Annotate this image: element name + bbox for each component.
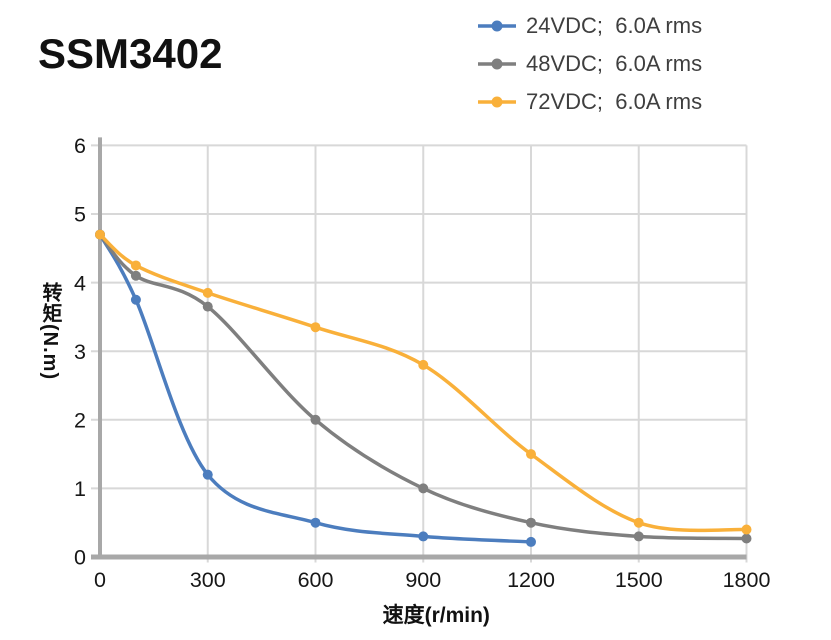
series-marker-2	[202, 287, 213, 298]
legend-label-24vdc: 24VDC; 6.0A rms	[526, 13, 703, 38]
legend: 24VDC; 6.0A rms 48VDC; 6.0A rms 72VDC; 6…	[477, 12, 702, 115]
series-marker-2	[741, 524, 752, 535]
series-marker-1	[202, 301, 213, 312]
x-tick-label: 1800	[723, 568, 771, 592]
page-title: SSM3402	[38, 30, 223, 77]
y-tick-label: 1	[74, 477, 86, 501]
series-marker-0	[526, 536, 536, 547]
y-tick-label: 2	[74, 409, 86, 433]
legend-line-dot-icon	[478, 58, 516, 69]
series-marker-2	[95, 229, 105, 240]
series-marker-1	[310, 414, 321, 425]
x-tick-label: 1500	[615, 568, 663, 592]
series-marker-1	[741, 533, 752, 544]
y-tick-label: 5	[74, 203, 86, 227]
series-marker-2	[633, 517, 644, 528]
legend-item-48vdc: 48VDC; 6.0A rms	[477, 50, 702, 77]
y-axis-title: 转矩(N.m)	[39, 282, 61, 381]
series-marker-1	[130, 270, 141, 281]
series-marker-0	[202, 469, 213, 480]
y-tick-label: 3	[74, 340, 86, 364]
legend-line-dot-icon	[478, 20, 516, 31]
series-marker-2	[526, 449, 536, 460]
series-marker-2	[310, 322, 321, 333]
y-tick-label: 0	[74, 546, 86, 570]
series-marker-1	[418, 483, 429, 494]
legend-label-48vdc: 48VDC; 6.0A rms	[526, 51, 703, 76]
x-tick-label: 600	[298, 568, 334, 592]
series-line-1	[98, 232, 749, 541]
y-tick-label: 4	[74, 271, 86, 295]
series-marker-1	[633, 531, 644, 542]
y-tick-label: 6	[74, 134, 86, 158]
x-tick-label: 300	[190, 568, 226, 592]
series-line-2	[98, 232, 749, 533]
legend-line-dot-icon	[478, 96, 516, 107]
series-marker-0	[130, 294, 141, 305]
series-marker-0	[310, 517, 321, 528]
x-tick-label: 1200	[507, 568, 555, 592]
series-marker-1	[526, 517, 536, 528]
legend-label-72vdc: 72VDC; 6.0A rms	[526, 89, 703, 114]
series-marker-0	[418, 531, 429, 542]
x-axis-title: 速度(r/min)	[383, 603, 490, 627]
x-tick-label: 900	[405, 568, 441, 592]
legend-item-24vdc: 24VDC; 6.0A rms	[477, 12, 702, 39]
series-marker-2	[418, 359, 429, 370]
x-tick-label: 0	[94, 568, 106, 592]
legend-item-72vdc: 72VDC; 6.0A rms	[477, 88, 702, 115]
series-marker-2	[130, 260, 141, 271]
